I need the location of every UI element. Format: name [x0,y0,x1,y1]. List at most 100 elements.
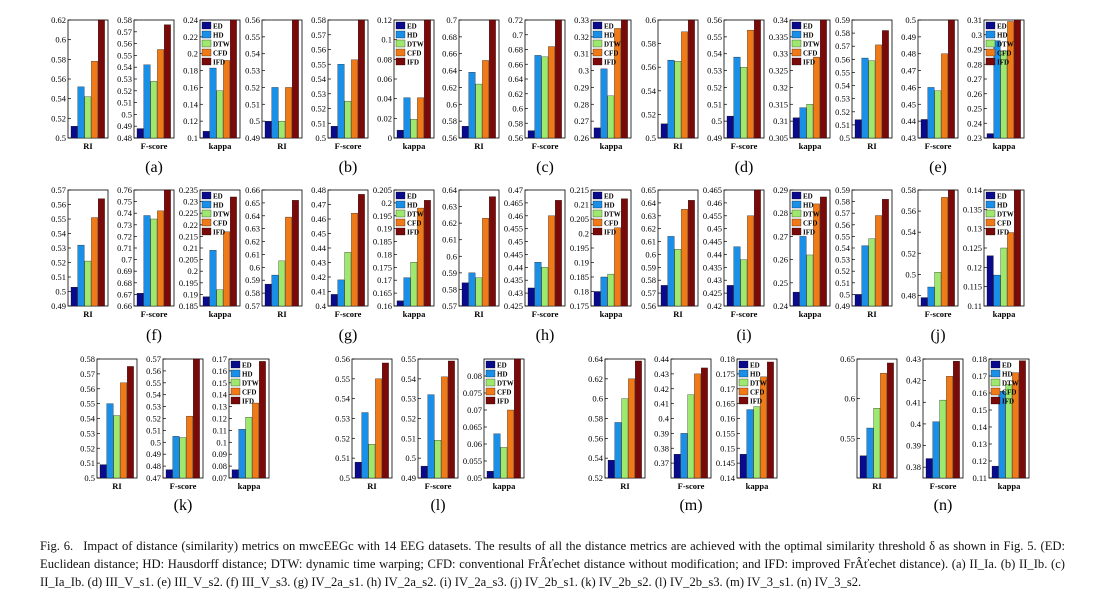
y-tick-label: 0.29 [574,82,589,92]
bar-ifd [382,362,389,479]
bar-ifd [358,194,365,307]
legend-swatch [738,378,749,387]
bar-hd [733,246,741,307]
bar-ed [739,454,747,479]
x-axis-label: RI [277,141,287,151]
x-axis-label: F-score [141,309,168,319]
y-tick-label: 0.58 [245,288,260,298]
y-tick-label: 0.64 [588,354,604,364]
bar-ifd [701,367,708,479]
legend-swatch [791,191,802,200]
bar-ifd [754,189,761,307]
bar-cfd [91,217,98,307]
x-axis-label: RI [112,481,122,491]
bar-cfd [875,44,882,139]
bar-ed [527,287,535,307]
y-tick-label: 0.68 [442,32,457,42]
y-tick-label: 0.24 [967,118,983,128]
legend-label: IFD [407,229,419,237]
x-axis-label: kappa [998,481,1021,491]
y-tick-label: 0.26 [967,89,982,99]
y-tick-label: 0.56 [901,206,916,216]
y-tick-label: 0.59 [245,275,260,285]
y-tick-label: 0.48 [311,185,326,195]
y-tick-label: 0.145 [716,458,735,468]
y-tick-label: 0.52 [146,414,161,424]
y-tick-label: 0.225 [179,208,198,218]
caption-text: Impact of distance (similarity) metrics … [40,539,1065,589]
legend-label: HD [242,371,253,379]
bar-hd [861,57,869,139]
bar-cfd [482,60,489,139]
y-tick-label: 0.42 [707,301,722,311]
bar-hd [427,394,435,479]
y-tick-label: 0.2 [187,266,198,276]
y-tick-label: 0.38 [654,443,669,453]
y-tick-label: 0.11 [972,473,987,483]
bar-dtw [113,415,121,479]
y-tick-label: 0.5 [839,289,850,299]
y-tick-label: 0.52 [117,86,132,96]
y-tick-label: 0.54 [901,227,917,237]
y-tick-label: 0.57 [117,27,132,37]
bar-hd [534,262,542,307]
x-axis-label: RI [474,141,484,151]
x-axis-label: RI [83,141,93,151]
bar-ed [593,127,601,139]
legend-label: CFD [1002,389,1016,397]
legend-swatch [201,200,212,209]
y-tick-label: 0.76 [117,185,132,195]
legend-swatch [592,209,603,218]
bar-dtw [150,81,158,139]
y-tick-label: 0.59 [835,15,850,25]
y-tick-label: 0.175 [570,301,589,311]
y-tick-label: 0.28 [967,59,982,69]
bar-ed [486,471,494,479]
bar-cfd [813,203,820,307]
subplot-kappa: 0.26 0.27 0.28 0.29 0.3 0.31 0.32 0.33 kappa EDHD… [574,15,632,151]
y-tick-label: 0.055 [463,456,482,466]
subplot-f-score: 0.56 0.58 0.6 0.62 0.64 0.66 0.68 0.7 0.72 F-scor… [508,15,566,151]
legend-label: DTW [213,211,230,219]
panel-label: (j) [930,327,945,344]
bar-dtw [344,100,352,139]
bar-dtw [806,104,814,139]
y-tick-label: 0.46 [311,214,326,224]
legend-swatch [990,360,1001,369]
y-tick-label: 0.59 [442,268,457,278]
y-tick-label: 0.3 [971,30,982,40]
x-axis-label: RI [673,141,683,151]
bar-cfd [548,46,555,139]
y-tick-label: 0.2 [381,198,392,208]
bar-ifd [164,24,171,139]
y-tick-label: 0.07 [467,405,482,415]
bar-dtw [541,56,549,139]
y-tick-label: 0.445 [504,249,523,259]
x-axis-label: F-score [170,481,197,491]
subplot-kappa: 0.305 0.31 0.315 0.32 0.325 0.33 0.335 0.34 kapp… [769,15,831,151]
bar-ifd [948,189,955,307]
legend-label: HD [997,202,1008,210]
y-tick-label: 0.34 [773,15,789,25]
bar-dtw [674,249,682,307]
legend-label: HD [1002,371,1013,379]
legend-swatch [592,227,603,236]
legend-swatch [592,57,603,66]
y-tick-label: 0.57 [835,208,850,218]
y-tick-label: 0.51 [245,99,260,109]
legend-swatch [985,191,996,200]
bar-hd [799,236,807,307]
bar-dtw [687,394,695,479]
bar-ed [991,465,999,479]
y-tick-label: 0.57 [442,301,457,311]
bar-ifd [882,30,889,139]
y-tick-label: 0.43 [707,275,722,285]
y-tick-label: 0.56 [508,133,523,143]
subplot-f-score: 0.425 0.43 0.435 0.44 0.445 0.45 0.455 0.46 0.46… [504,185,566,319]
y-tick-label: 0.29 [967,45,982,55]
y-tick-label: 0.62 [641,224,656,234]
legend-label: ED [803,23,813,31]
